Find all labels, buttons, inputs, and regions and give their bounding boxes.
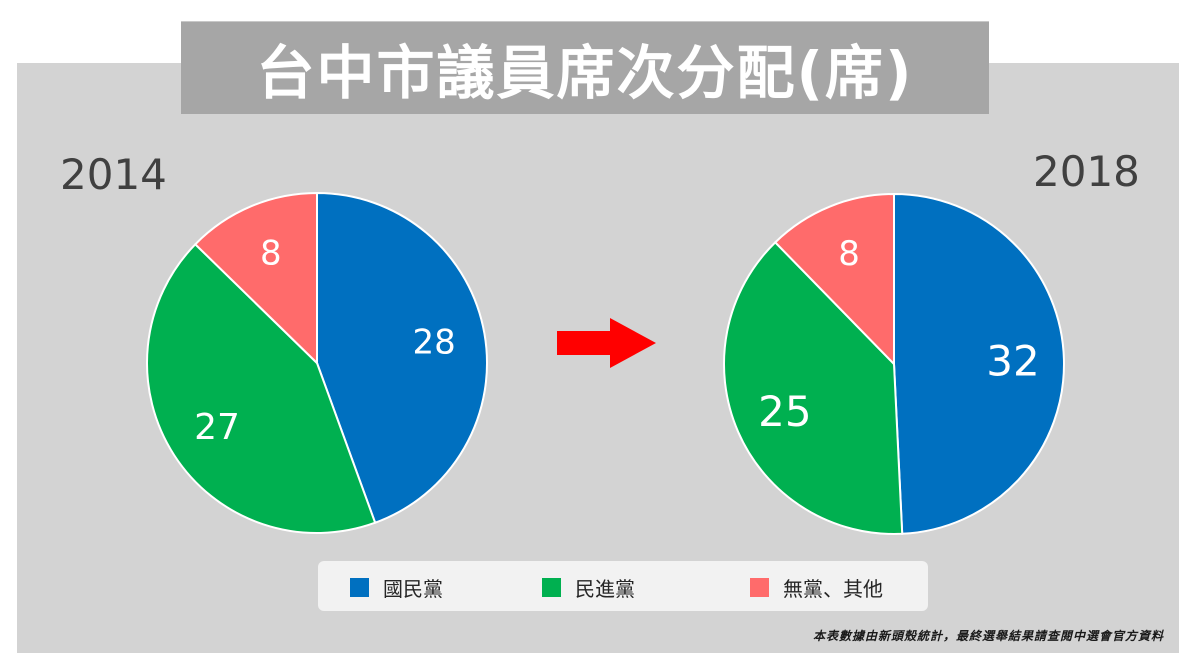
legend-item-other: 無黨、其他 xyxy=(750,573,883,602)
pie-value-label-2018-other: 8 xyxy=(838,234,860,274)
legend-swatch-other xyxy=(750,578,769,597)
pie-chart-2018: 32 25 8 xyxy=(723,192,1065,535)
year-label-right: 2018 xyxy=(1033,147,1140,196)
pie-value-label-2018-kmt: 32 xyxy=(986,337,1039,386)
pie-slice-2014-other xyxy=(193,191,318,366)
pie-slice-2014-kmt xyxy=(316,191,488,525)
legend-swatch-kmt xyxy=(350,578,369,597)
legend-swatch-dpp xyxy=(542,578,561,597)
legend-item-kmt: 國民黨 xyxy=(350,573,443,602)
footnote: 本表數據由新頭殼統計，最終選舉結果請查閱中選會官方資料 xyxy=(812,629,1164,643)
pie-slice-2014-dpp xyxy=(146,242,377,534)
pie-slice-2018-other xyxy=(773,192,895,367)
chart-title: 台中市議員席次分配(席) xyxy=(256,39,914,107)
legend-item-dpp: 民進黨 xyxy=(542,573,635,602)
pie-value-label-2014-dpp: 27 xyxy=(194,407,240,448)
right-arrow-icon xyxy=(557,318,656,368)
legend-label-kmt: 國民黨 xyxy=(383,577,443,601)
pie-slice-2018-dpp xyxy=(723,240,904,535)
pie-value-label-2014-kmt: 28 xyxy=(413,322,456,362)
title-banner: 台中市議員席次分配(席) xyxy=(181,21,989,114)
legend-label-dpp: 民進黨 xyxy=(575,577,635,601)
pie-value-label-2014-other: 8 xyxy=(260,233,282,273)
pie-chart-2014: 28 27 8 xyxy=(146,191,488,534)
pie-slice-2018-kmt xyxy=(893,192,1065,535)
legend-label-other: 無黨、其他 xyxy=(783,577,883,601)
year-label-left: 2014 xyxy=(60,150,167,199)
legend: 國民黨 民進黨 無黨、其他 xyxy=(318,561,928,611)
pie-value-label-2018-dpp: 25 xyxy=(758,387,811,436)
